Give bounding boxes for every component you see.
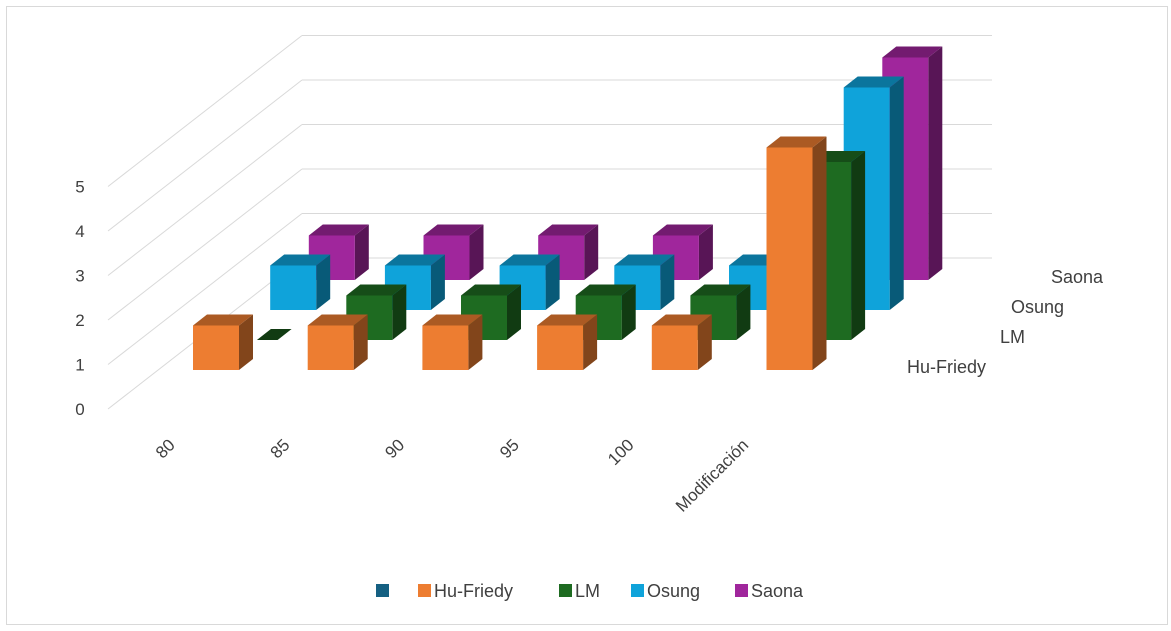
bar-side-face xyxy=(468,314,483,370)
legend-label: Saona xyxy=(751,581,804,601)
bar-top-face xyxy=(346,284,407,296)
legend-swatch xyxy=(376,584,389,597)
bar-top-face xyxy=(538,224,599,236)
y-tick-label: 2 xyxy=(75,311,84,330)
bar-side-face xyxy=(507,284,521,340)
legend-swatch xyxy=(418,584,431,597)
bar-side-face xyxy=(584,224,599,280)
gridline-side xyxy=(107,213,303,365)
bar-side-face xyxy=(851,151,866,340)
bar-side-face xyxy=(469,224,484,280)
bar-side-face xyxy=(889,76,904,310)
bar-front-face xyxy=(422,325,469,370)
gridline-side xyxy=(107,79,303,232)
bar-top-face xyxy=(270,254,331,266)
bar-side-face xyxy=(736,284,751,340)
bar-top-face xyxy=(461,284,521,296)
bar xyxy=(346,284,407,340)
bar-side-face xyxy=(812,136,827,370)
legend-swatch xyxy=(559,584,572,597)
bar-side-face xyxy=(392,284,407,340)
bar-front-face xyxy=(537,325,584,370)
bar-side-face xyxy=(583,314,598,370)
y-tick-label: 5 xyxy=(75,178,84,197)
bar-top-face xyxy=(690,284,751,296)
depth-axis-label: Hu-Friedy xyxy=(907,357,986,377)
bar-top-face xyxy=(882,46,943,58)
bar-side-face xyxy=(430,254,445,310)
bar-side-face xyxy=(239,314,253,370)
depth-axis-label: Saona xyxy=(1051,267,1104,287)
bar xyxy=(256,329,292,340)
bar-front-face xyxy=(307,325,354,370)
bar-top-face xyxy=(652,224,713,236)
legend-item: Hu-Friedy xyxy=(418,581,513,601)
y-axis-ticks: 0 1 2 3 4 5 xyxy=(75,178,84,420)
bar-top-face xyxy=(651,314,712,326)
bar-side-face xyxy=(354,224,369,280)
bar-front-face xyxy=(193,325,239,370)
bar-top-face xyxy=(193,314,253,326)
bar-top-face xyxy=(307,314,368,326)
legend-item xyxy=(376,584,389,597)
bar xyxy=(537,314,598,370)
bar xyxy=(766,136,827,370)
legend: Hu-Friedy LM Osung Saona xyxy=(376,581,804,601)
bar-top-face xyxy=(766,136,827,148)
depth-axis-label: Osung xyxy=(1011,297,1064,317)
gridline-side xyxy=(107,168,303,321)
legend-label: Hu-Friedy xyxy=(434,581,513,601)
bar xyxy=(193,314,253,370)
bar-top-face xyxy=(422,314,483,326)
legend-item: LM xyxy=(559,581,600,601)
bars xyxy=(193,46,943,370)
bar-side-face xyxy=(660,254,675,310)
gridline-side xyxy=(107,35,303,187)
gridline-side xyxy=(107,124,303,276)
bar-top-face xyxy=(537,314,598,326)
bar xyxy=(575,284,636,340)
bar-side-face xyxy=(316,254,331,310)
bar-side-face xyxy=(697,314,712,370)
bar-front-face xyxy=(651,325,698,370)
bar xyxy=(384,254,445,310)
bar-side-face xyxy=(698,224,713,280)
legend-item: Osung xyxy=(631,581,700,601)
bar-front-face xyxy=(270,265,317,310)
y-tick-label: 0 xyxy=(75,400,84,419)
bar xyxy=(461,284,521,340)
bar-front-face xyxy=(766,147,813,370)
depth-axis-labels: Hu-Friedy LM Osung Saona xyxy=(907,267,1104,377)
bar-side-face xyxy=(545,254,560,310)
y-tick-label: 1 xyxy=(75,356,84,375)
bar-top-face xyxy=(423,224,484,236)
legend-item: Saona xyxy=(735,581,804,601)
bar xyxy=(270,254,331,310)
y-tick-label: 3 xyxy=(75,267,84,286)
legend-label: Osung xyxy=(647,581,700,601)
bar-side-face xyxy=(621,284,636,340)
bar-top-face xyxy=(384,254,445,266)
bar-zero-face xyxy=(256,329,292,340)
bar-top-face xyxy=(843,76,904,88)
bar xyxy=(651,314,712,370)
bar-top-face xyxy=(575,284,636,296)
legend-swatch xyxy=(631,584,644,597)
bar-side-face xyxy=(353,314,368,370)
depth-axis-label: LM xyxy=(1000,327,1025,347)
bar-top-face xyxy=(499,254,560,266)
y-tick-label: 4 xyxy=(75,222,84,241)
bar xyxy=(422,314,483,370)
bar-top-face xyxy=(308,224,369,236)
bar-top-face xyxy=(614,254,675,266)
bar-side-face xyxy=(928,46,943,280)
legend-swatch xyxy=(735,584,748,597)
legend-label: LM xyxy=(575,581,600,601)
bar xyxy=(307,314,368,370)
